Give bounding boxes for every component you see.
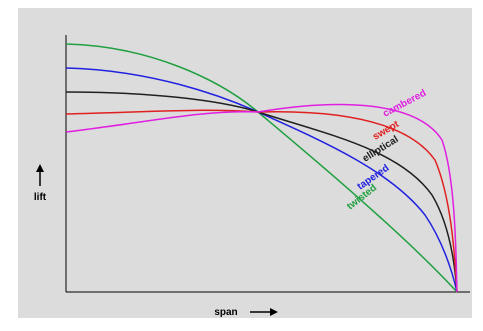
curve <box>65 109 458 293</box>
y-arrow-head <box>36 164 44 172</box>
x-arrow-head <box>270 308 278 316</box>
x-axis-label: span <box>214 307 237 318</box>
curve <box>65 67 458 293</box>
y-axis-label: lift <box>34 192 47 203</box>
curve <box>65 91 458 293</box>
panel <box>18 8 472 318</box>
curve <box>65 103 458 293</box>
